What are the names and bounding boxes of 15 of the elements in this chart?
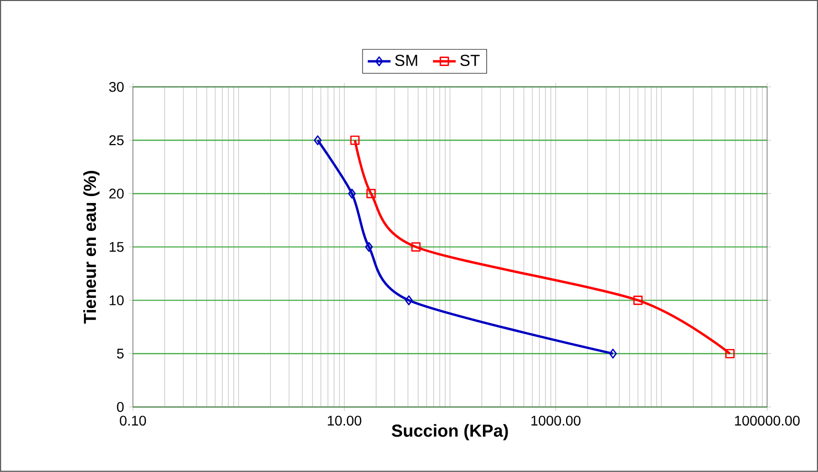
y-axis-title: Tieneur en eau (%) (83, 170, 100, 324)
x-tick-label: 100000.00 (735, 416, 800, 426)
y-tick-label: 5 (116, 348, 124, 359)
y-tick-label: 0 (116, 402, 124, 412)
y-tick-label: 15 (110, 242, 124, 252)
x-tick-label: 0.10 (120, 416, 146, 426)
y-tick-label: 30 (109, 82, 124, 92)
y-tick-label: 25 (109, 135, 124, 146)
y-tick-label: 20 (109, 188, 124, 199)
x-tick-label: 10.00 (328, 416, 362, 426)
x-tick-label: 1000.00 (531, 416, 580, 426)
legend-label: ST (460, 54, 480, 66)
legend-label: SM (395, 54, 418, 66)
y-tick-label: 10 (110, 295, 124, 306)
x-axis-title: Succion (KPa) (392, 424, 508, 440)
